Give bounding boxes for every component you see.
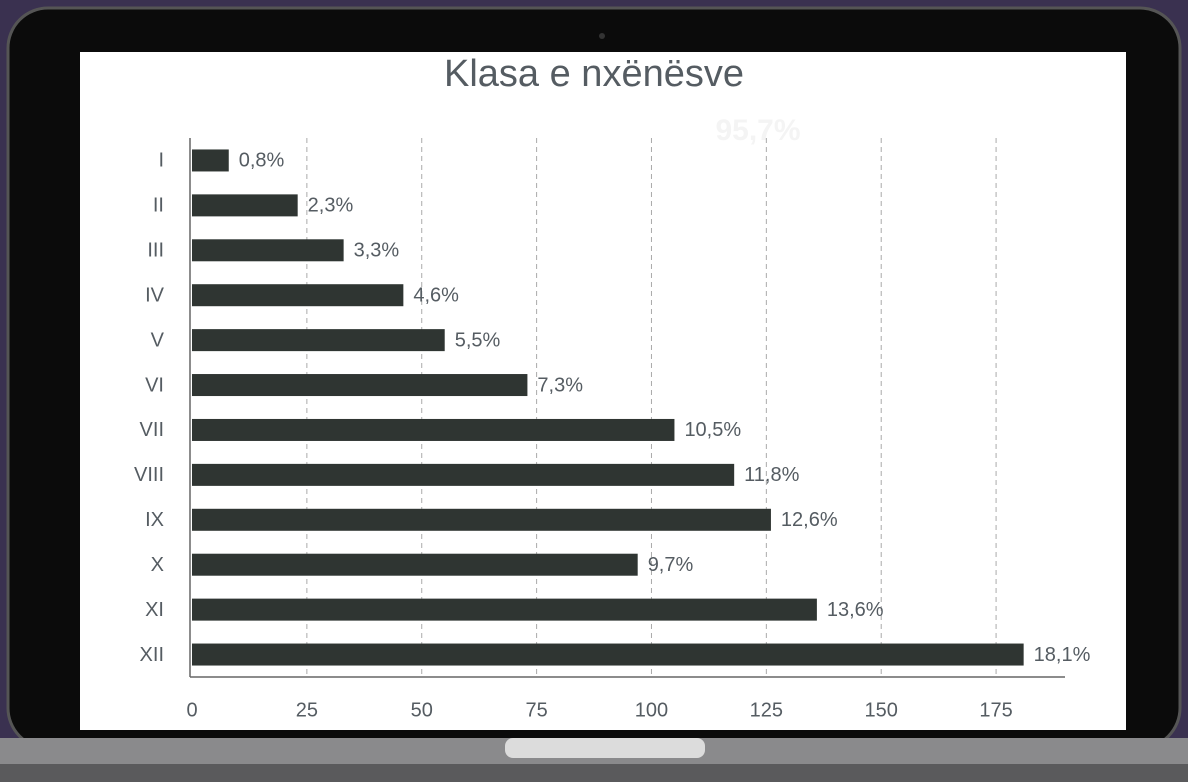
y-tick-label: VI [145,374,164,396]
bar [192,284,404,307]
y-tick-label: II [153,195,164,217]
annotation: 95,7% [715,114,800,147]
bar [192,239,344,262]
bar [192,463,735,486]
y-tick-label: XI [145,599,164,621]
x-tick-label: 175 [979,699,1012,721]
y-tick-label: XII [140,644,164,666]
x-tick-label: 75 [525,699,547,721]
y-tick-label: X [151,554,164,576]
bar [192,508,771,531]
y-tick-label: IX [145,509,164,531]
bar [192,329,445,352]
value-label: 7,3% [537,374,583,396]
value-label: 4,6% [413,284,459,306]
y-tick-label: VII [140,419,164,441]
y-tick-label: III [147,240,164,262]
x-tick-label: 125 [750,699,783,721]
chart-title: Klasa e nxënësve [444,53,744,95]
value-label: 18,1% [1034,644,1091,666]
value-label: 9,7% [648,554,694,576]
x-tick-label: 25 [296,699,318,721]
x-tick-label: 0 [186,699,197,721]
y-tick-label: VIII [134,464,164,486]
value-label: 3,3% [354,240,400,262]
value-label: 2,3% [308,195,354,217]
x-tick-label: 100 [635,699,668,721]
bar [192,194,298,217]
chart: Klasa e nxënësve 95,7% 0 25 50 75 100 125 150 1… [134,53,1091,721]
bar [192,418,675,441]
value-label: 0,8% [239,150,285,172]
value-label: 5,5% [455,329,501,351]
value-label: 11,8% [744,464,799,486]
value-label: 13,6% [827,599,884,621]
bar [192,643,1024,666]
y-tick-label: I [158,150,164,172]
bar [192,598,817,621]
x-tick-label: 50 [411,699,433,721]
notch [505,738,705,758]
value-label: 10,5% [684,419,741,441]
bar [192,149,229,172]
x-tick-label: 150 [865,699,898,721]
bar [192,374,528,397]
base-edge [0,764,1188,782]
y-tick-label: IV [145,284,165,306]
y-tick-label: V [151,329,165,351]
value-label: 12,6% [781,509,838,531]
camera [599,33,605,39]
bar [192,553,638,576]
